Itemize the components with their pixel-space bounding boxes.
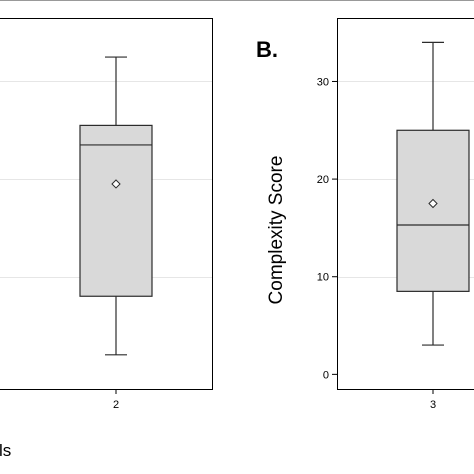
y-tick-label: 30: [317, 76, 329, 88]
y-axis-b: 0 10 20 30: [317, 76, 337, 381]
mean-marker: [428, 198, 438, 209]
y-tick-label: 0: [323, 369, 329, 381]
boxplot-a: [79, 56, 153, 356]
x-axis-a: 2: [113, 389, 119, 411]
iqr-box: [396, 129, 470, 292]
y-tick-label: 20: [317, 174, 329, 186]
iqr-box: [79, 124, 153, 297]
panel-label-b: B.: [256, 37, 278, 62]
panel-b: B. Complexity Score 0 10 20 30 3: [256, 18, 474, 411]
panel-a: 2 ls: [0, 18, 213, 460]
mean-marker: [111, 179, 121, 189]
y-tick-label: 10: [317, 272, 329, 284]
axis-label-fragment: ls: [0, 441, 11, 460]
x-tick-label: 2: [113, 399, 119, 411]
x-axis-b: 3: [430, 389, 436, 411]
y-axis-title: Complexity Score: [266, 156, 287, 305]
boxplot-b: [396, 41, 470, 346]
x-tick-label: 3: [430, 399, 436, 411]
